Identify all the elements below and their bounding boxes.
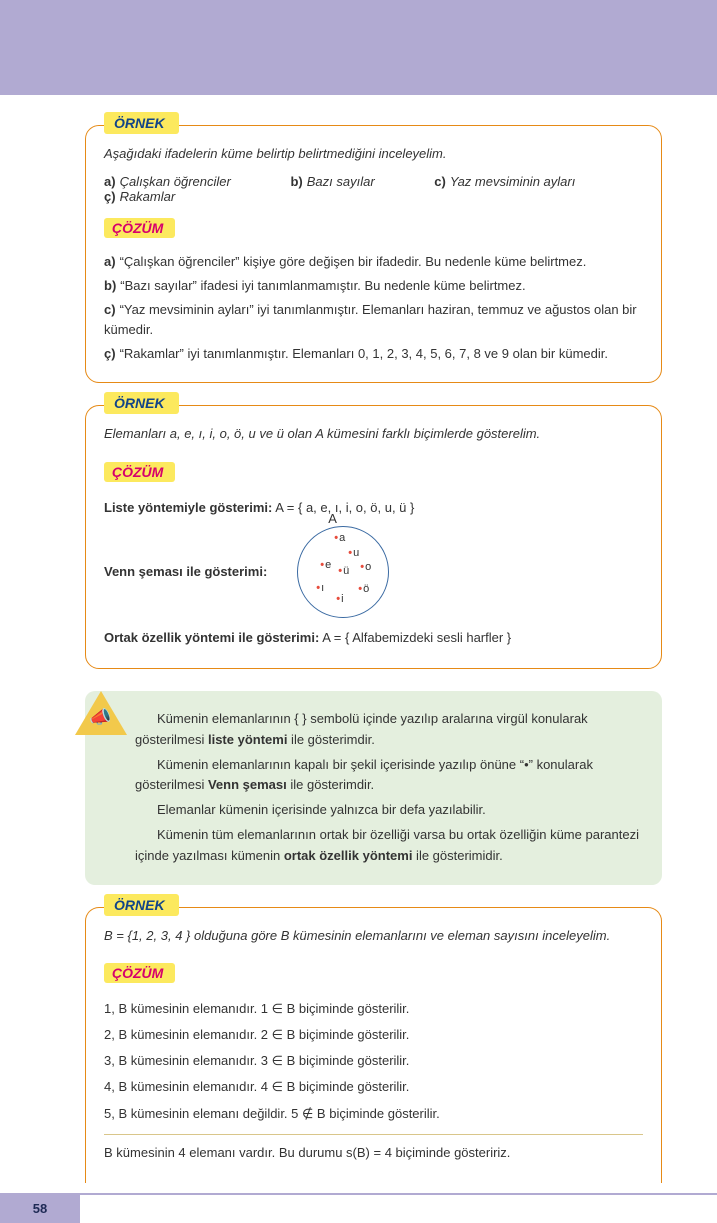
cozum-tag: ÇÖZÜM — [104, 462, 175, 482]
ortak-line: Ortak özellik yöntemi ile gösterimi: A =… — [104, 628, 643, 648]
ex2-intro: Elemanları a, e, ı, i, o, ö, u ve ü olan… — [104, 424, 643, 444]
divider — [104, 1134, 643, 1135]
venn-set-label: A — [328, 511, 337, 526]
opt-key: ç) — [104, 189, 116, 204]
ans-row: c)“Yaz mevsiminin ayları” iyi tanımlanmı… — [104, 300, 643, 340]
opt-text: Yaz mevsiminin ayları — [450, 174, 575, 189]
ex3-final: B kümesinin 4 elemanı vardır. Bu durumu … — [104, 1143, 643, 1163]
ex3-row: 5, B kümesinin elemanı değildir. 5 ∉ B b… — [104, 1104, 643, 1124]
megaphone-icon — [75, 691, 127, 735]
ornek-tag: ÖRNEK — [104, 112, 179, 134]
venn-point: •u — [348, 547, 359, 559]
venn-point: •ö — [358, 583, 369, 595]
ans-row: b)“Bazı sayılar” ifadesi iyi tanımlanmam… — [104, 276, 643, 296]
ans-row: ç)“Rakamlar” iyi tanımlanmıştır. Elemanl… — [104, 344, 643, 364]
venn-label: Venn şeması ile gösterimi: — [104, 564, 267, 579]
ex3-intro: B = {1, 2, 3, 4 } olduğuna göre B kümesi… — [104, 926, 643, 946]
info-p1: Kümenin elemanlarının { } sembolü içinde… — [135, 709, 644, 751]
venn-row: Venn şeması ile gösterimi: A •a•u•e•ü•o•… — [104, 526, 643, 618]
example-box-2: ÖRNEK Elemanları a, e, ı, i, o, ö, u ve … — [85, 405, 662, 669]
venn-point: •e — [320, 559, 331, 571]
info-box: Kümenin elemanlarının { } sembolü içinde… — [85, 691, 662, 885]
cozum-tag: ÇÖZÜM — [104, 963, 175, 983]
ex3-row: 1, B kümesinin elemanıdır. 1 ∈ B biçimin… — [104, 999, 643, 1019]
ans-row: a)“Çalışkan öğrenciler” kişiye göre deği… — [104, 252, 643, 272]
ex3-row: 2, B kümesinin elemanıdır. 2 ∈ B biçimin… — [104, 1025, 643, 1045]
opt-key: a) — [104, 174, 116, 189]
info-p3: Elemanlar kümenin içerisinde yalnızca bi… — [135, 800, 644, 821]
ex1-intro: Aşağıdaki ifadelerin küme belirtip belir… — [104, 144, 643, 164]
venn-point: •ü — [338, 565, 349, 577]
example-box-1: ÖRNEK Aşağıdaki ifadelerin küme belirtip… — [85, 125, 662, 383]
page-number: 58 — [0, 1195, 80, 1223]
opt-text: Çalışkan öğrenciler — [120, 174, 231, 189]
ex3-row: 3, B kümesinin elemanıdır. 3 ∈ B biçimin… — [104, 1051, 643, 1071]
example-box-3: ÖRNEK B = {1, 2, 3, 4 } olduğuna göre B … — [85, 907, 662, 1183]
opt-key: c) — [434, 174, 446, 189]
cozum-tag: ÇÖZÜM — [104, 218, 175, 238]
liste-line: Liste yöntemiyle gösterimi: A = { a, e, … — [104, 498, 643, 518]
venn-diagram: A •a•u•e•ü•o•ı•ö•i — [297, 526, 389, 618]
header-banner — [0, 0, 717, 95]
ornek-tag: ÖRNEK — [104, 894, 179, 916]
ornek-tag: ÖRNEK — [104, 392, 179, 414]
opt-key: b) — [290, 174, 302, 189]
info-p4: Kümenin tüm elemanlarının ortak bir özel… — [135, 825, 644, 867]
venn-point: •i — [336, 593, 343, 605]
ex1-options: a) Çalışkan öğrenciler b) Bazı sayılar c) Y… — [104, 174, 643, 204]
page-content: ÖRNEK Aşağıdaki ifadelerin küme belirtip… — [0, 95, 717, 1193]
info-p2: Kümenin elemanlarının kapalı bir şekil i… — [135, 755, 644, 797]
venn-point: •a — [334, 532, 345, 544]
opt-text: Bazı sayılar — [307, 174, 375, 189]
venn-point: •o — [360, 561, 371, 573]
venn-point: •ı — [316, 582, 324, 594]
opt-text: Rakamlar — [120, 189, 176, 204]
ex3-row: 4, B kümesinin elemanıdır. 4 ∈ B biçimin… — [104, 1077, 643, 1097]
page-footer: 58 — [0, 1193, 717, 1221]
